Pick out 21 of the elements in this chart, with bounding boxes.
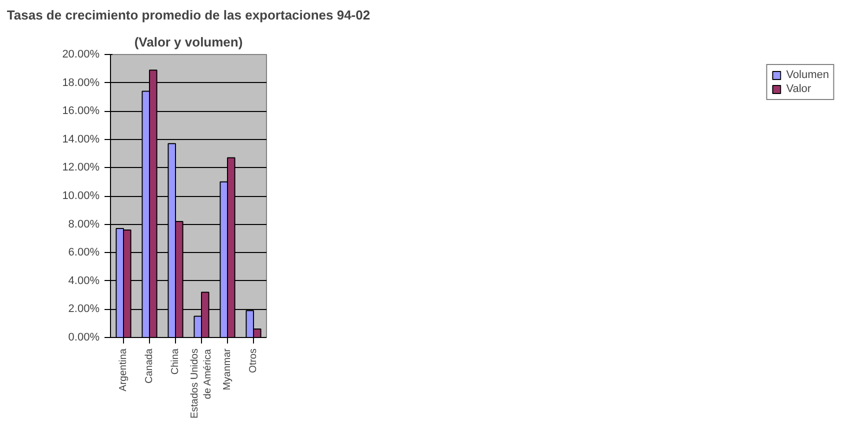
- legend-label: Valor: [786, 83, 812, 95]
- y-tick-label: 20.00%: [62, 48, 100, 60]
- y-tick-label: 10.00%: [62, 190, 100, 202]
- x-tick-label: Estados Unidos de América: [189, 348, 214, 419]
- x-tick-label: China: [170, 348, 181, 375]
- x-tick-label: Myanmar: [222, 348, 233, 390]
- y-tick-label: 4.00%: [68, 274, 100, 287]
- y-tick-label: 6.00%: [68, 246, 100, 259]
- x-tick-label: Canada: [144, 348, 155, 384]
- y-tick-label: 12.00%: [62, 162, 100, 174]
- x-tick-label: Argentina: [118, 348, 129, 392]
- y-tick-label: 16.00%: [62, 105, 100, 118]
- y-tick-label: 14.00%: [62, 133, 100, 146]
- chart-subtitle: (Valor y volumen): [134, 34, 243, 50]
- y-tick-label: 0.00%: [68, 332, 100, 344]
- x-tick-label: Otros: [248, 348, 259, 373]
- legend-label: Volumen: [786, 69, 829, 81]
- y-tick-label: 2.00%: [68, 303, 100, 316]
- chart-title: Tasas de crecimiento promedio de las exportaciones 94-02: [6, 8, 370, 22]
- y-tick-label: 8.00%: [68, 218, 100, 230]
- y-tick-label: 18.00%: [62, 76, 100, 89]
